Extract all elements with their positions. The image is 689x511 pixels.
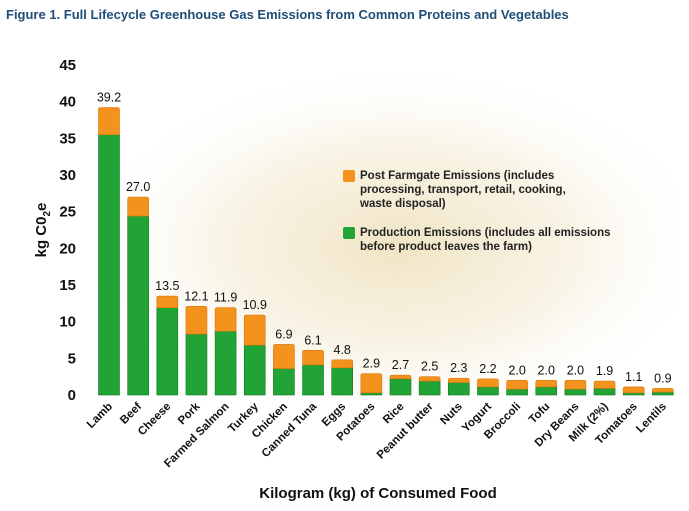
value-label: 0.9: [654, 371, 671, 385]
y-axis-label-subscript: 2: [42, 211, 53, 217]
value-label: 10.9: [243, 298, 267, 312]
value-label: 39.2: [97, 91, 121, 105]
bar-post-farmgate: [477, 378, 499, 388]
y-tick-label: 45: [59, 57, 76, 74]
bar-production: [331, 367, 354, 396]
bar-production: [214, 330, 237, 396]
legend-swatch-production: [343, 227, 355, 239]
bar-production: [98, 134, 120, 396]
bar-production: [127, 215, 149, 396]
y-axis-label-tail: e: [33, 203, 50, 211]
y-tick-label: 20: [59, 240, 76, 257]
bar-production: [447, 382, 470, 396]
x-category-label: Tofu: [527, 401, 553, 427]
value-label: 2.0: [508, 363, 525, 377]
bar-post-farmgate: [652, 388, 674, 393]
value-label: 6.1: [304, 333, 321, 347]
y-axis-label: kg C02e: [33, 203, 53, 258]
bars-group: [98, 107, 674, 396]
x-category-label: Rice: [381, 401, 407, 427]
x-category-label: Nuts: [438, 401, 465, 428]
x-axis-label: Kilogram (kg) of Consumed Food: [259, 485, 497, 502]
y-tick-label: 35: [59, 130, 76, 147]
bar-post-farmgate: [448, 377, 470, 383]
y-tick-label: 40: [59, 94, 76, 111]
x-category-label: Lamb: [85, 401, 115, 431]
bar-production: [302, 364, 324, 396]
value-label: 2.0: [567, 363, 584, 377]
x-category-label: Beef: [118, 401, 144, 427]
bar-production: [564, 388, 587, 396]
bar-post-farmgate: [593, 380, 616, 389]
x-category-label: Cheese: [136, 401, 173, 438]
value-label: 27.0: [126, 180, 150, 194]
bar-production: [622, 392, 645, 396]
legend-label-production-line2: before product leaves the farm): [360, 241, 532, 253]
bar-production: [535, 386, 558, 396]
bar-post-farmgate: [214, 307, 237, 332]
bar-post-farmgate: [535, 380, 558, 388]
x-category-label: Lentils: [634, 401, 669, 436]
bar-production: [652, 391, 674, 396]
bar-production: [506, 388, 528, 396]
value-label: 4.8: [334, 343, 351, 357]
bar-post-farmgate: [185, 305, 208, 335]
value-label: 13.5: [155, 279, 179, 293]
bar-post-farmgate: [506, 380, 528, 390]
bar-post-farmgate: [622, 386, 645, 394]
value-label: 2.2: [479, 362, 496, 376]
value-label: 1.9: [596, 364, 613, 378]
value-label: 2.7: [392, 358, 409, 372]
value-label: 11.9: [214, 291, 237, 305]
x-category-label: Pork: [176, 400, 203, 427]
y-axis-ticks: 0 5 10 15 20 25 30 35 40 45: [59, 57, 76, 404]
bar-production: [360, 392, 383, 396]
bar-production: [593, 388, 616, 396]
figure-title: Figure 1. Full Lifecycle Greenhouse Gas …: [6, 7, 569, 22]
y-tick-label: 10: [59, 314, 76, 331]
legend-swatch-post-farmgate: [343, 170, 355, 182]
bar-post-farmgate: [302, 349, 324, 366]
y-tick-label: 15: [59, 277, 76, 294]
y-tick-label: 25: [59, 204, 76, 221]
bar-post-farmgate: [389, 374, 412, 380]
value-labels: 39.2 27.0 13.5 12.1 11.9 10.9 6.9 6.1 4.8 2.9 2.7 2…: [97, 91, 672, 386]
bar-post-farmgate: [273, 344, 295, 369]
value-label: 2.9: [363, 357, 380, 371]
value-label: 6.9: [275, 327, 292, 341]
bar-post-farmgate: [331, 359, 353, 369]
bar-production: [243, 344, 266, 396]
bar-post-farmgate: [243, 314, 266, 346]
bar-post-farmgate: [98, 107, 120, 135]
bar-production: [156, 307, 179, 396]
legend-label-post-farmgate-line2: processing, transport, retail, cooking,: [360, 184, 566, 196]
value-label: 1.1: [625, 370, 642, 384]
legend-label-production-line1: Production Emissions (includes all emiss…: [360, 227, 611, 239]
legend-label-post-farmgate-line1: Post Farmgate Emissions (includes: [360, 170, 554, 182]
bar-post-farmgate: [156, 295, 179, 309]
legend-label-post-farmgate-line3: waste disposal): [359, 198, 446, 210]
bar-post-farmgate: [127, 196, 149, 217]
bar-production: [389, 378, 412, 396]
y-axis-label-main: kg C0: [33, 217, 50, 258]
bar-post-farmgate: [418, 376, 441, 382]
value-label: 2.0: [538, 363, 555, 377]
bar-production: [418, 380, 441, 396]
y-tick-label: 5: [68, 350, 76, 367]
bar-production: [185, 333, 208, 396]
value-label: 2.3: [450, 361, 467, 375]
legend: Post Farmgate Emissions (includes proces…: [343, 170, 611, 253]
y-tick-label: 30: [59, 167, 76, 184]
y-tick-label: 0: [68, 387, 76, 404]
bar-production: [477, 386, 499, 396]
bar-post-farmgate: [360, 373, 383, 394]
value-label: 2.5: [421, 360, 438, 374]
bar-post-farmgate: [564, 380, 587, 390]
value-label: 12.1: [184, 289, 208, 303]
bar-production: [273, 368, 295, 396]
